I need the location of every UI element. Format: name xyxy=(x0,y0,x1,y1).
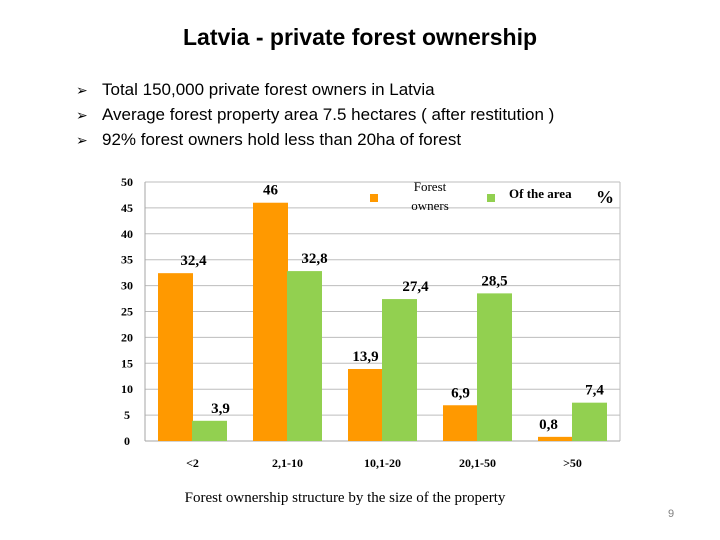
bar-forest-owners xyxy=(443,405,478,441)
data-label: 0,8 xyxy=(539,417,558,433)
data-label: 32,8 xyxy=(301,251,327,267)
y-tick-label: 45 xyxy=(121,201,133,215)
data-label: 28,5 xyxy=(481,273,507,289)
data-label: 13,9 xyxy=(352,349,378,365)
legend-swatch xyxy=(370,194,378,202)
y-tick-label: 40 xyxy=(121,227,133,241)
data-label: 32,4 xyxy=(180,253,207,269)
chart-caption: Forest ownership structure by the size o… xyxy=(184,490,506,506)
bullet-item: ➢ Average forest property area 7.5 hectar… xyxy=(76,103,554,128)
legend-label: Forest xyxy=(414,179,447,194)
legend-swatch xyxy=(487,194,495,202)
x-tick-label: >50 xyxy=(563,456,582,470)
slide-title: Latvia - private forest ownership xyxy=(182,24,538,50)
data-label: 6,9 xyxy=(451,385,470,401)
bullet-text: Average forest property area 7.5 hectare… xyxy=(102,105,555,124)
y-tick-label: 50 xyxy=(121,175,133,189)
y-tick-label: 20 xyxy=(121,330,133,344)
bar-of-the-area xyxy=(572,402,607,441)
data-label: 3,9 xyxy=(211,401,230,417)
bar-of-the-area xyxy=(287,271,322,441)
data-label: 7,4 xyxy=(585,383,604,399)
arrow-bullet-icon: ➢ xyxy=(76,108,88,124)
y-tick-label: 0 xyxy=(124,434,130,448)
page-number: 9 xyxy=(668,508,675,520)
legend-label: Of the area xyxy=(509,186,572,201)
arrow-bullet-icon: ➢ xyxy=(76,83,88,99)
bullet-item: ➢ Total 150,000 private forest owners in … xyxy=(76,78,554,103)
y-tick-label: 5 xyxy=(124,408,130,422)
bullet-text: Total 150,000 private forest owners in L… xyxy=(102,80,435,99)
bar-of-the-area xyxy=(192,420,227,441)
bullet-list: ➢ Total 150,000 private forest owners in … xyxy=(76,78,554,153)
y-tick-label: 25 xyxy=(121,305,133,319)
y-tick-label: 15 xyxy=(121,356,133,370)
x-tick-label: 2,1-10 xyxy=(272,456,303,470)
bar-forest-owners xyxy=(158,273,193,441)
bar-of-the-area xyxy=(477,293,512,441)
legend-unit: % xyxy=(596,187,614,207)
x-tick-label: 20,1-50 xyxy=(459,456,496,470)
y-tick-label: 35 xyxy=(121,253,133,267)
y-tick-label: 30 xyxy=(121,279,133,293)
bullet-item: ➢ 92% forest owners hold less than 20ha o… xyxy=(76,128,554,153)
data-label: 27,4 xyxy=(402,279,429,295)
y-tick-label: 10 xyxy=(121,382,133,396)
legend-label: owners xyxy=(411,198,449,213)
bar-forest-owners xyxy=(253,202,288,441)
data-label: 46 xyxy=(263,183,279,199)
arrow-bullet-icon: ➢ xyxy=(76,133,88,149)
x-tick-label: 10,1-20 xyxy=(364,456,401,470)
bar-forest-owners xyxy=(348,368,383,441)
bullet-text: 92% forest owners hold less than 20ha of… xyxy=(102,130,462,149)
x-tick-label: <2 xyxy=(186,456,199,470)
bar-forest-owners xyxy=(538,436,573,441)
bar-of-the-area xyxy=(382,299,417,441)
